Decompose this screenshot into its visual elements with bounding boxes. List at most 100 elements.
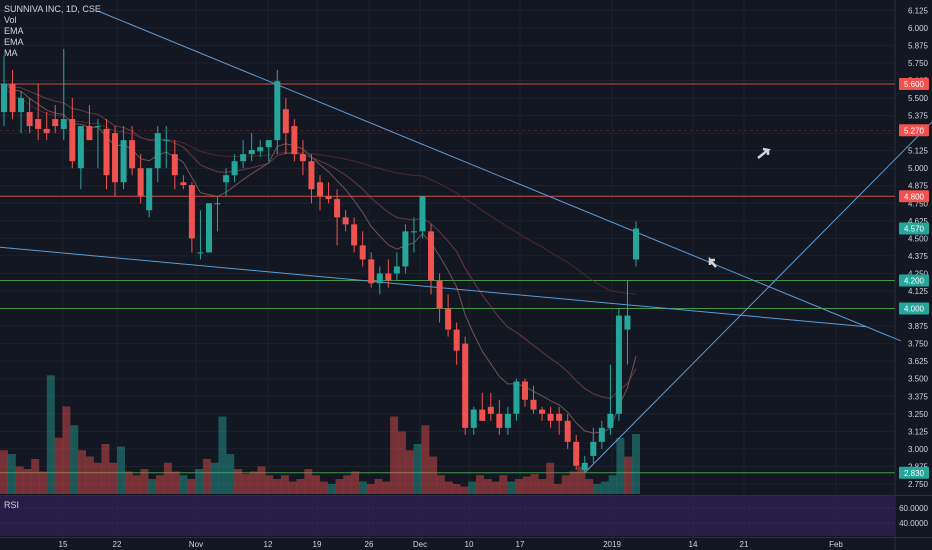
y-tick-label: 5.125 — [908, 147, 929, 156]
volume-bar — [15, 466, 24, 494]
candle-body — [334, 199, 341, 218]
candle-body — [607, 413, 614, 428]
volume-bar — [468, 481, 477, 494]
y-tick-label: 5.500 — [908, 94, 929, 103]
candle-body — [214, 203, 221, 205]
volume-bar — [234, 469, 243, 494]
x-tick-label: Dec — [413, 540, 427, 549]
volume-bar — [514, 479, 523, 494]
candle-body — [180, 182, 187, 186]
candle-body — [86, 126, 93, 141]
y-tick-label: 5.375 — [908, 112, 929, 121]
y-tick-label: 4.750 — [908, 199, 929, 208]
price-label-tag — [899, 302, 929, 315]
y-tick-label: 6.125 — [908, 6, 929, 15]
volume-bar — [319, 481, 328, 494]
candle-body — [402, 231, 409, 267]
volume-bar — [624, 456, 633, 494]
x-tick-label: 17 — [516, 540, 525, 549]
volume-bar — [46, 375, 55, 494]
candle-body — [197, 252, 204, 254]
y-tick-label: 3.125 — [908, 427, 929, 436]
volume-bar — [507, 481, 516, 494]
volume-bar — [273, 479, 282, 494]
volume-bar — [93, 462, 102, 494]
volume-bar — [382, 481, 391, 494]
candle-body — [462, 343, 469, 428]
volume-bar — [265, 475, 274, 494]
volume-bar — [499, 475, 508, 494]
volume-bar — [70, 425, 79, 494]
volume-bar — [444, 481, 453, 494]
y-tick-label: 2.750 — [908, 480, 929, 489]
ema-slow-line — [3, 83, 637, 400]
candle-body — [205, 203, 212, 253]
volume-bar — [62, 406, 71, 494]
legend-ema-1: EMA — [4, 26, 24, 36]
volume-bar — [585, 479, 594, 494]
candle-body — [9, 83, 16, 113]
rsi-band — [0, 496, 895, 536]
rsi-tick-label: 40.0000 — [899, 519, 928, 528]
volume-bar — [452, 484, 461, 494]
volume-bar — [491, 481, 500, 494]
candle-body — [52, 119, 59, 127]
volume-bar — [592, 484, 601, 494]
volume-bar — [390, 416, 399, 494]
volume-bar — [405, 450, 414, 494]
candle-body — [69, 119, 76, 162]
volume-bar — [546, 462, 555, 494]
candle-body — [43, 128, 50, 134]
volume-bar — [210, 462, 219, 494]
candle-body — [487, 406, 494, 414]
ema-fast-line — [3, 83, 637, 434]
volume-bar — [109, 462, 118, 494]
candle-body — [274, 81, 281, 141]
candle-body — [317, 182, 323, 197]
candle-body — [385, 273, 392, 281]
volume-bar — [202, 459, 211, 494]
candle-body — [615, 315, 622, 414]
volume-bar — [163, 462, 172, 494]
candle-body — [35, 119, 42, 129]
volume-bar — [117, 446, 126, 494]
volume-bar — [31, 459, 40, 494]
volume-bar — [343, 475, 352, 494]
x-tick-label: 19 — [313, 540, 322, 549]
volume-bar — [304, 469, 313, 494]
y-tick-label: 5.750 — [908, 59, 929, 68]
candle-body — [171, 154, 178, 176]
candle-body — [368, 259, 375, 284]
volume-bar — [616, 437, 625, 494]
volume-bar — [351, 471, 360, 494]
y-tick-label: 4.125 — [908, 287, 929, 296]
volume-bar — [7, 454, 16, 494]
y-tick-label: 4.625 — [908, 217, 929, 226]
candle-body — [154, 133, 161, 169]
rsi-tick-label: 60.0000 — [899, 504, 928, 513]
volume-bar — [241, 474, 250, 494]
candle-body — [410, 231, 417, 233]
candle-body — [231, 161, 238, 176]
volume-bar — [257, 466, 266, 494]
candle-body — [598, 427, 605, 442]
candle-body — [564, 420, 571, 442]
price-label-tag — [899, 274, 929, 287]
candle-body — [470, 409, 477, 428]
candle-body — [77, 126, 84, 169]
x-tick-label: 21 — [740, 540, 749, 549]
price-label-text: 4.570 — [904, 225, 925, 234]
candle-body — [590, 441, 597, 456]
volume-bar — [522, 476, 531, 494]
candle-body — [530, 399, 537, 410]
volume-bar — [561, 475, 570, 494]
y-tick-label: 3.750 — [908, 340, 929, 349]
volume-bar — [358, 481, 367, 494]
candle-body — [223, 175, 230, 183]
legend-symbol: SUNNIVA INC, 1D, CSE — [4, 4, 101, 14]
ma-line — [3, 83, 637, 295]
legend-ema-2: EMA — [4, 37, 24, 47]
candle-body — [137, 168, 144, 197]
candle-body — [436, 280, 443, 309]
candle-body — [188, 185, 195, 239]
